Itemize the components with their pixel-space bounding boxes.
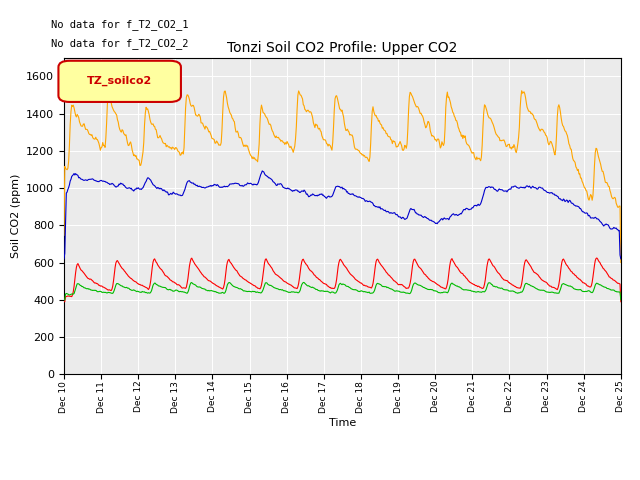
Y-axis label: Soil CO2 (ppm): Soil CO2 (ppm) xyxy=(11,174,20,258)
Title: Tonzi Soil CO2 Profile: Upper CO2: Tonzi Soil CO2 Profile: Upper CO2 xyxy=(227,41,458,55)
Text: No data for f_T2_CO2_1: No data for f_T2_CO2_1 xyxy=(51,19,189,30)
X-axis label: Time: Time xyxy=(329,418,356,428)
Text: TZ_soilco2: TZ_soilco2 xyxy=(87,76,152,86)
FancyBboxPatch shape xyxy=(58,61,181,102)
Text: No data for f_T2_CO2_2: No data for f_T2_CO2_2 xyxy=(51,38,189,49)
